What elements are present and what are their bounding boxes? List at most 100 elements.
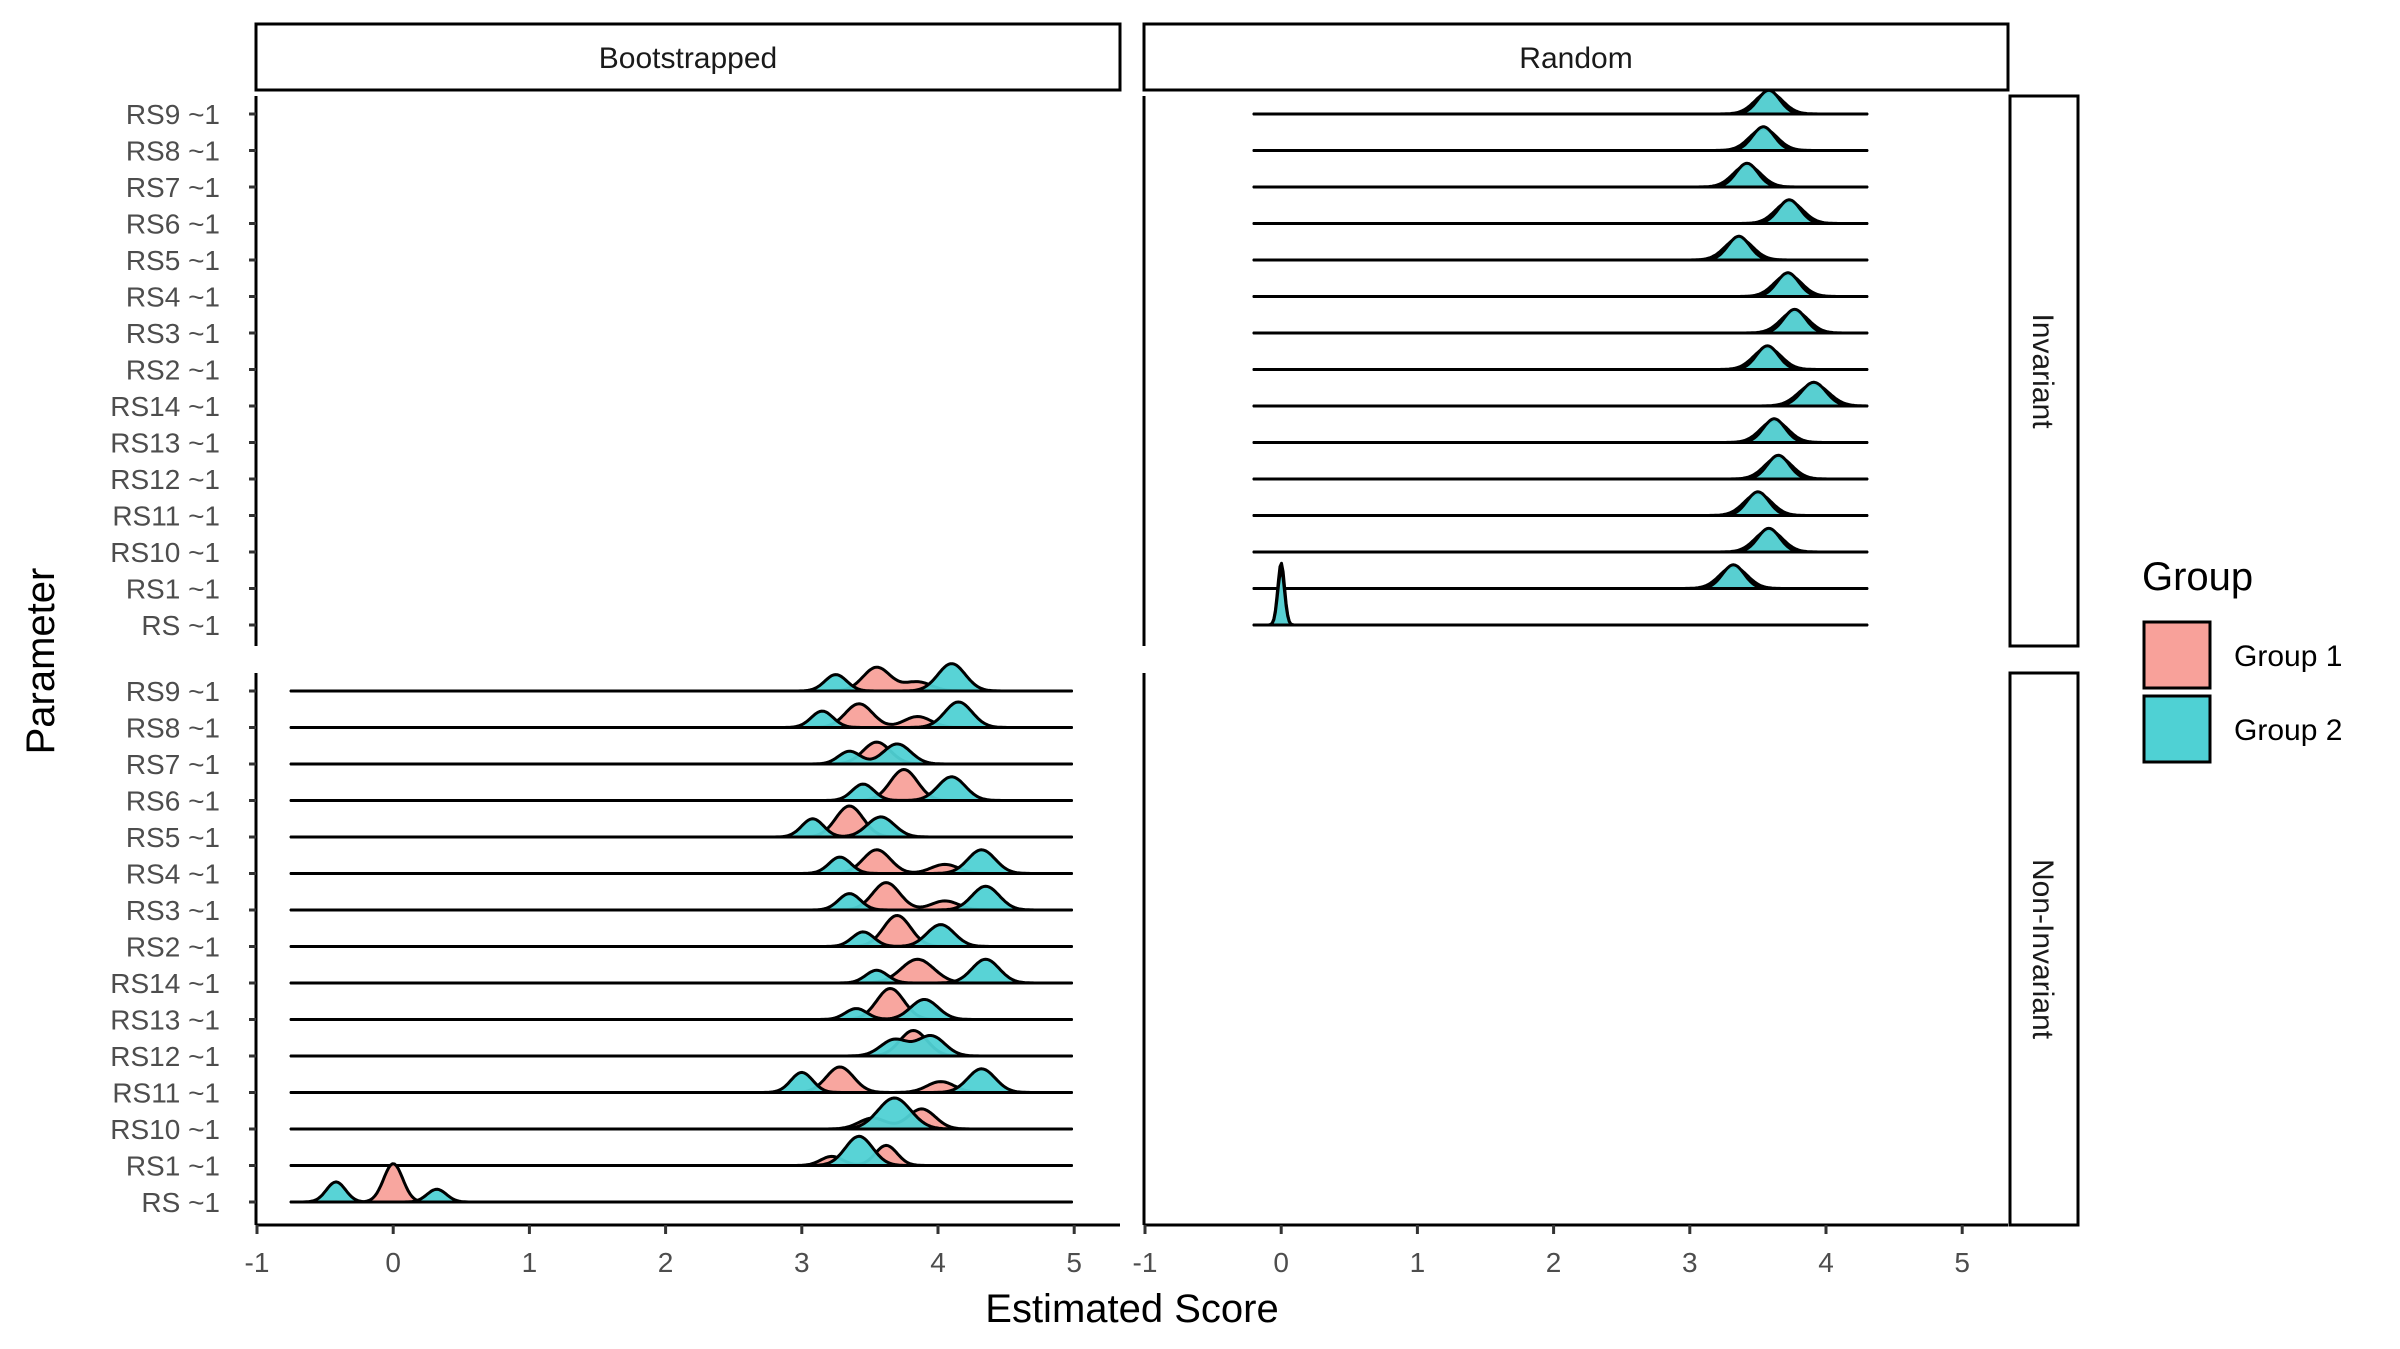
y-tick-label-rs4-1: RS4 ~1 <box>126 282 220 313</box>
y-tick-label-rs9-1: RS9 ~1 <box>126 676 220 707</box>
density-group-1-rs-1 <box>1252 561 1869 627</box>
x-axis-title: Estimated Score <box>985 1287 1278 1331</box>
ridge-random-rs2-1 <box>1252 344 1869 371</box>
x-tick-label: 4 <box>1818 1247 1834 1278</box>
x-tick-label: -1 <box>245 1247 270 1278</box>
density-group-2-rs9-1 <box>1252 88 1869 116</box>
y-tick-label-rs1-1: RS1 ~1 <box>126 574 220 605</box>
ridge-bootstrapped-rs4-1 <box>289 848 1073 875</box>
legend-label-group-2: Group 2 <box>2234 714 2342 747</box>
density-group-2-rs6-1 <box>289 775 1073 802</box>
y-tick-label-rs-1: RS ~1 <box>141 1187 220 1218</box>
density-group-2-rs14-1 <box>1252 380 1869 408</box>
density-group-1-rs14-1 <box>289 957 1073 985</box>
column-strip-random-label: Random <box>1519 42 1632 75</box>
x-tick-label: 2 <box>658 1247 674 1278</box>
legend: Group Group 1 Group 2 <box>2142 555 2342 764</box>
density-group-2-rs4-1 <box>289 848 1073 875</box>
y-tick-label-rs1-1: RS1 ~1 <box>126 1151 220 1182</box>
ridge-random-rs13-1 <box>1252 417 1869 444</box>
ridge-bootstrapped-rs2-1 <box>289 914 1073 948</box>
y-tick-label-rs10-1: RS10 ~1 <box>110 1114 220 1145</box>
density-group-2-rs2-1 <box>1252 344 1869 371</box>
density-group-2-rs11-1 <box>1252 490 1869 517</box>
y-tick-label-rs2-1: RS2 ~1 <box>126 355 220 386</box>
density-group-1-rs-1 <box>289 1162 1073 1204</box>
x-axis-ticks: -1 0 1 2 3 4 5 -1 0 1 2 3 4 5 <box>245 1225 1970 1278</box>
y-tick-label-rs13-1: RS13 ~1 <box>110 428 220 459</box>
density-group-1-rs10-1 <box>289 1107 1073 1131</box>
legend-key-group-2 <box>2142 694 2212 764</box>
y-tick-label-rs4-1: RS4 ~1 <box>126 859 220 890</box>
ridge-random-rs12-1 <box>1252 453 1869 481</box>
ridge-bootstrapped-rs13-1 <box>289 987 1073 1021</box>
ridge-bootstrapped-rs3-1 <box>289 881 1073 912</box>
y-tick-label-rs7-1: RS7 ~1 <box>126 172 220 203</box>
ridge-random-rs14-1 <box>1252 380 1869 408</box>
y-tick-label-rs14-1: RS14 ~1 <box>110 968 220 999</box>
density-group-2-rs6-1 <box>1252 198 1869 225</box>
y-tick-label-rs7-1: RS7 ~1 <box>126 749 220 780</box>
ridge-random-rs5-1 <box>1252 234 1869 262</box>
ridge-bootstrapped-rs9-1 <box>289 662 1073 693</box>
column-strip-random: Random <box>1142 22 2010 92</box>
y-tick-label-rs12-1: RS12 ~1 <box>110 1041 220 1072</box>
legend-key-group-1 <box>2142 620 2212 690</box>
density-group-2-rs13-1 <box>289 998 1073 1021</box>
y-tick-label-rs14-1: RS14 ~1 <box>110 391 220 422</box>
x-tick-label: 2 <box>1546 1247 1562 1278</box>
x-tick-label: 1 <box>1410 1247 1426 1278</box>
density-group-2-rs8-1 <box>289 700 1073 729</box>
density-group-2-rs10-1 <box>1252 526 1869 554</box>
ridge-bootstrapped-rs7-1 <box>289 740 1073 766</box>
row-strip-non-invariant: Non-Invariant <box>2008 671 2080 1227</box>
density-group-2-rs8-1 <box>1252 125 1869 152</box>
y-tick-label-rs-1: RS ~1 <box>141 610 220 641</box>
density-group-2-rs-1 <box>1252 569 1869 627</box>
ridge-bootstrapped-rs10-1 <box>289 1096 1073 1131</box>
y-tick-label-rs6-1: RS6 ~1 <box>126 786 220 817</box>
y-tick-label-rs11-1: RS11 ~1 <box>112 1078 220 1109</box>
ridge-random-rs10-1 <box>1252 526 1869 554</box>
x-tick-label: 0 <box>1273 1247 1289 1278</box>
x-tick-label: 5 <box>1954 1247 1970 1278</box>
row-strip-invariant-label: Invariant <box>2026 313 2059 429</box>
density-group-2-rs12-1 <box>289 1034 1073 1058</box>
y-tick-label-rs11-1: RS11 ~1 <box>112 501 220 532</box>
density-group-1-rs5-1 <box>1252 236 1869 262</box>
y-tick-label-rs3-1: RS3 ~1 <box>126 318 220 349</box>
y-tick-label-rs8-1: RS8 ~1 <box>126 713 220 744</box>
density-group-2-rs9-1 <box>289 662 1073 693</box>
x-tick-label: 3 <box>794 1247 810 1278</box>
density-group-2-rs10-1 <box>289 1096 1073 1131</box>
column-strip-bootstrapped: Bootstrapped <box>254 22 1122 92</box>
density-group-2-rs14-1 <box>289 957 1073 985</box>
y-tick-label-rs3-1: RS3 ~1 <box>126 895 220 926</box>
density-group-2-rs13-1 <box>1252 417 1869 444</box>
ridge-random-rs8-1 <box>1252 125 1869 152</box>
row-strip-invariant: Invariant <box>2008 94 2080 648</box>
density-group-2-rs2-1 <box>289 923 1073 948</box>
ridge-bootstrapped-rs8-1 <box>289 700 1073 729</box>
x-tick-label: 5 <box>1066 1247 1082 1278</box>
density-group-2-rs1-1 <box>1252 563 1869 590</box>
y-tick-label-rs5-1: RS5 ~1 <box>126 822 220 853</box>
density-group-2-rs7-1 <box>289 742 1073 766</box>
ridge-random-rs3-1 <box>1252 307 1869 335</box>
density-group-1-rs3-1 <box>289 881 1073 912</box>
density-group-2-rs3-1 <box>289 884 1073 912</box>
ridge-random-rs11-1 <box>1252 490 1869 517</box>
ridge-random-rs-1 <box>1252 561 1869 627</box>
ridge-bootstrapped-rs12-1 <box>289 1029 1073 1058</box>
density-group-2-rs12-1 <box>1252 453 1869 481</box>
x-tick-label: 3 <box>1682 1247 1698 1278</box>
y-tick-label-rs2-1: RS2 ~1 <box>126 932 220 963</box>
density-group-1-rs13-1 <box>289 987 1073 1021</box>
density-group-1-rs7-1 <box>1252 163 1869 189</box>
legend-label-group-1: Group 1 <box>2234 640 2342 673</box>
density-group-1-rs1-1 <box>289 1143 1073 1167</box>
ridge-bootstrapped-rs-1 <box>289 1162 1073 1204</box>
density-group-1-rs1-1 <box>1252 565 1869 590</box>
ridge-bootstrapped-rs1-1 <box>289 1134 1073 1167</box>
